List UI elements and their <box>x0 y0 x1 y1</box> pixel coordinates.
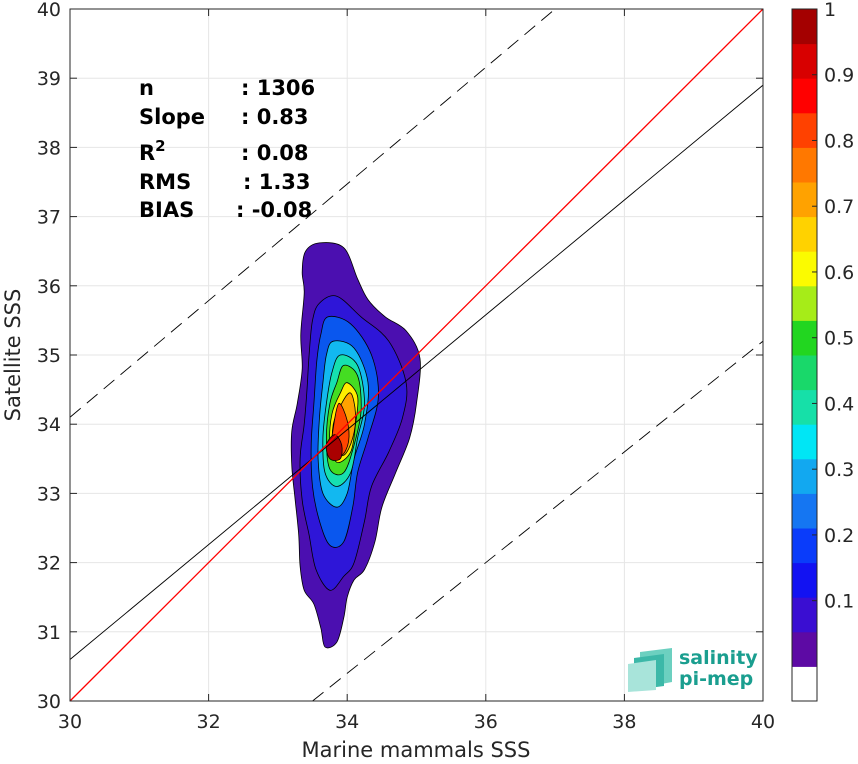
colorbar-segment <box>792 355 817 391</box>
stat-label: RMS <box>139 170 191 194</box>
colorbar-segment <box>792 493 817 529</box>
x-tick-label: 32 <box>197 711 221 733</box>
colorbar-tick-label: 0.4 <box>824 393 854 415</box>
y-tick-label: 39 <box>37 68 61 90</box>
colorbar-segment <box>792 389 817 425</box>
y-tick-label: 36 <box>37 276 61 298</box>
logo-text-line2: pi-mep <box>679 668 753 690</box>
colorbar-segment <box>792 631 817 667</box>
regression-line <box>69 84 764 660</box>
x-tick-label: 40 <box>751 711 775 733</box>
stat-value: : 1.33 <box>243 170 311 194</box>
y-tick-label: 37 <box>37 207 61 229</box>
stat-label: Slope <box>139 105 205 129</box>
colorbar-tick-label: 1 <box>824 0 836 21</box>
colorbar-segment <box>792 43 817 79</box>
reference-lines <box>69 8 764 702</box>
x-tick-label: 38 <box>612 711 636 733</box>
one-to-one-line <box>69 8 764 702</box>
contour-layer <box>290 242 421 649</box>
x-tick-label: 36 <box>474 711 498 733</box>
y-axis-label: Satellite SSS <box>1 289 25 422</box>
colorbar-segment <box>792 666 817 702</box>
colorbar-segment <box>792 597 817 633</box>
colorbar-tick-label: 0.2 <box>824 525 854 547</box>
colorbar-segment <box>792 458 817 494</box>
y-tick-label: 31 <box>37 622 61 644</box>
colorbar-segment <box>792 78 817 114</box>
colorbar-tick-label: 0.5 <box>824 328 854 350</box>
colorbar-segment <box>792 528 817 564</box>
stat-value: : 1306 <box>241 76 315 100</box>
y-tick-label: 38 <box>37 137 61 159</box>
colorbar-segment <box>792 182 817 218</box>
stats-box: n : 1306 Slope : 0.83 R2 : 0.08 RMS : 1.33 BIAS:… <box>139 76 315 222</box>
lower-dashed-line <box>312 340 764 702</box>
colorbar-segment <box>792 147 817 183</box>
colorbar-frame <box>791 8 818 702</box>
salinity-pi-mep-logo: salinity pi-mep <box>628 647 758 692</box>
y-tick-label: 30 <box>37 691 61 713</box>
colorbar-segment <box>792 251 817 287</box>
axis-ticks: 30 32 34 36 38 40 30 31 32 33 34 35 36 37 38 39 40 <box>37 0 775 733</box>
colorbar-tick-label: 0.3 <box>824 459 854 481</box>
colorbar-tick-label: 0.9 <box>824 65 854 87</box>
colorbar: 0.1 0.2 0.3 0.4 0.5 0.6 0.7 0.8 0.9 1 <box>791 0 854 702</box>
x-tick-label: 34 <box>335 711 359 733</box>
x-tick-label: 30 <box>58 711 82 733</box>
stat-label-superscript: 2 <box>155 137 165 155</box>
colorbar-tick-label: 0.1 <box>824 591 854 613</box>
stat-value: : 0.83 <box>241 105 309 129</box>
x-axis-label: Marine mammals SSS <box>302 738 531 762</box>
y-tick-label: 33 <box>37 483 61 505</box>
colorbar-segment <box>792 424 817 460</box>
colorbar-segment <box>792 9 817 45</box>
upper-dashed-line <box>69 8 556 418</box>
y-tick-label: 35 <box>37 345 61 367</box>
stat-value: : 0.08 <box>241 141 309 165</box>
colorbar-segment <box>792 216 817 252</box>
logo-text-line1: salinity <box>679 647 758 669</box>
stat-value: : -0.08 <box>236 198 312 222</box>
colorbar-segment <box>792 562 817 598</box>
colorbar-tick-label: 0.7 <box>824 196 854 218</box>
stat-label: BIAS <box>139 198 194 222</box>
stat-label: R2 <box>139 137 166 165</box>
logo-shape-front <box>628 660 656 692</box>
y-tick-label: 32 <box>37 553 61 575</box>
colorbar-segment <box>792 112 817 148</box>
y-tick-label: 40 <box>37 0 61 21</box>
stat-label: n <box>139 76 154 100</box>
y-tick-label: 34 <box>37 414 61 436</box>
colorbar-segment <box>792 285 817 321</box>
colorbar-tick-label: 0.6 <box>824 262 854 284</box>
colorbar-tick-label: 0.8 <box>824 130 854 152</box>
